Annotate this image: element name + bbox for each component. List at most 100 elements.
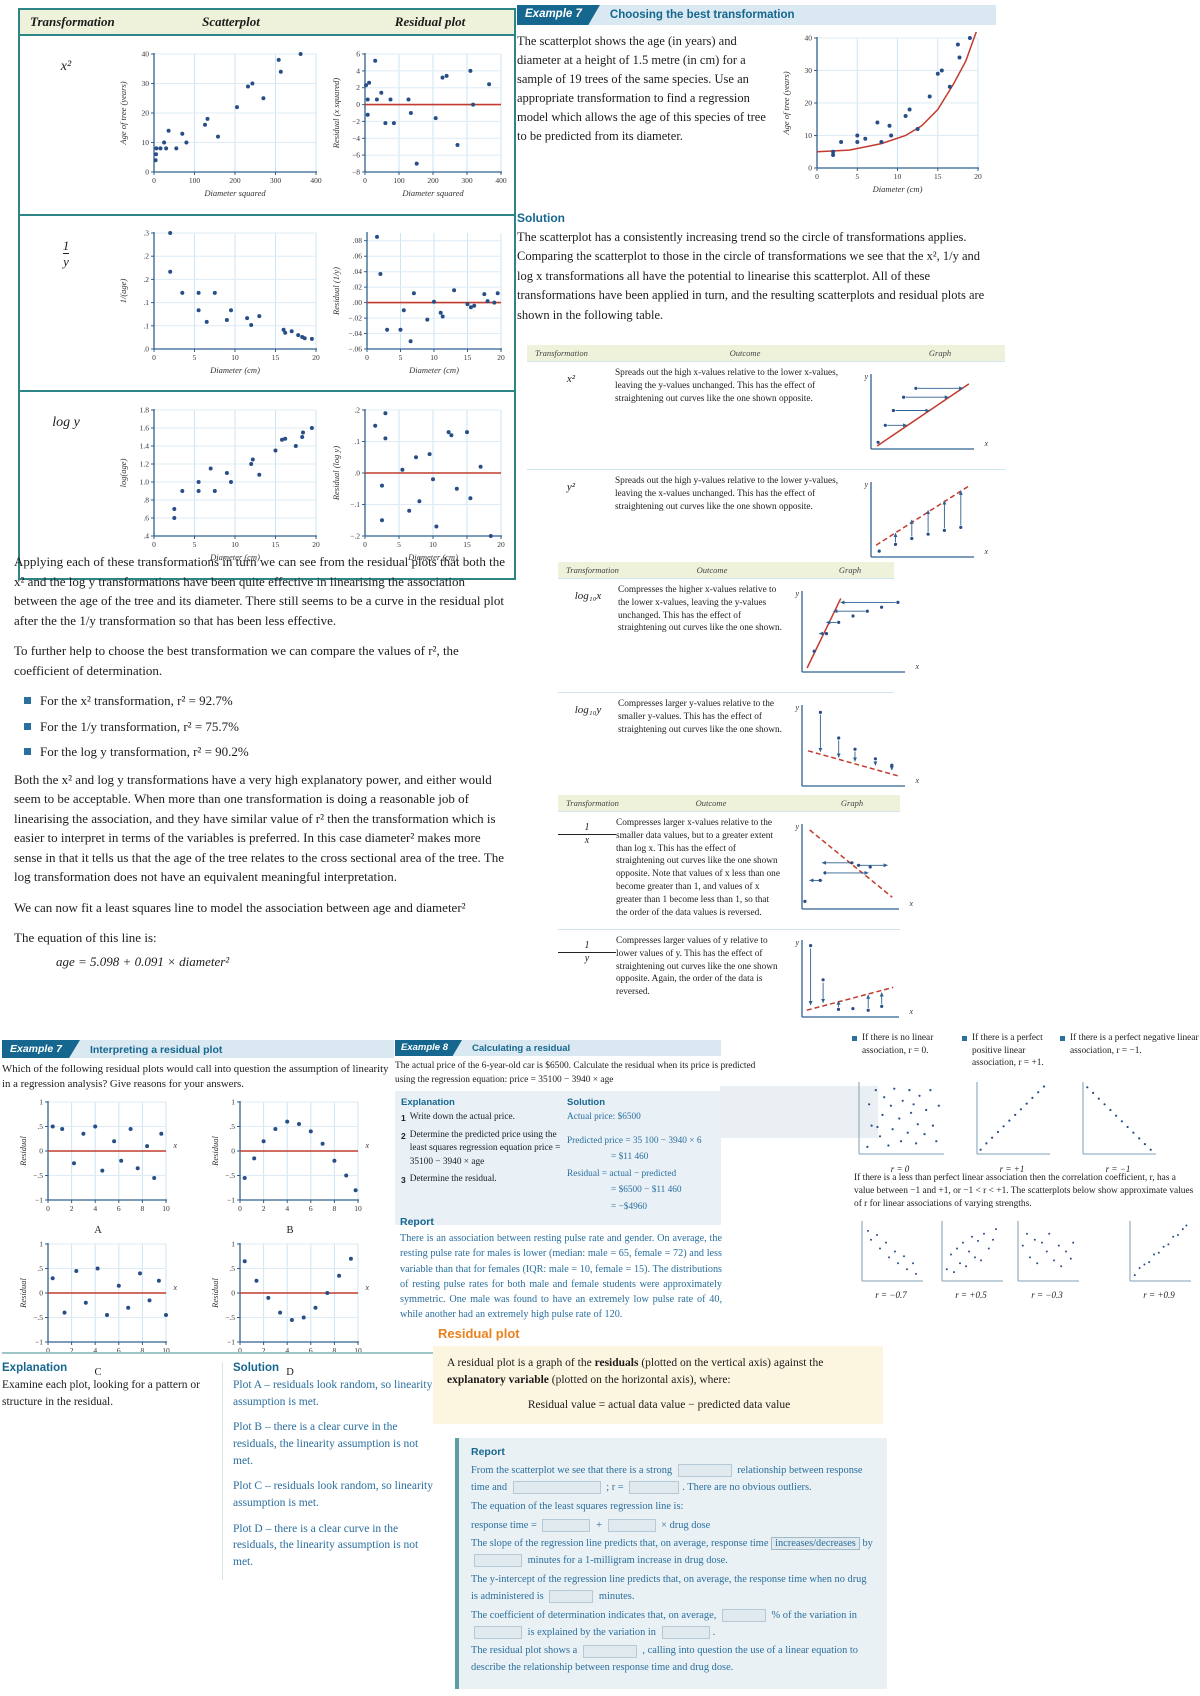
svg-text:15: 15 [464, 353, 472, 362]
blank-field[interactable] [721, 1608, 766, 1622]
residual-plot-heading: Residual plot [438, 1326, 520, 1341]
svg-text:log(age): log(age) [118, 458, 128, 487]
svg-text:2: 2 [262, 1204, 266, 1213]
svg-text:0: 0 [231, 1289, 235, 1298]
blank-field[interactable] [512, 1480, 601, 1494]
svg-text:20: 20 [805, 99, 813, 108]
r-label: r = −0.3 [1031, 1290, 1063, 1300]
svg-text:6: 6 [356, 49, 360, 58]
svg-text:−1: −1 [35, 1338, 43, 1347]
svg-text:100: 100 [189, 176, 201, 185]
svg-text:0: 0 [238, 1346, 242, 1355]
svg-text:−.5: −.5 [33, 1171, 43, 1180]
svg-text:.1: .1 [143, 298, 149, 307]
svg-text:.02: .02 [353, 282, 363, 291]
outcome-label-x2: x² [566, 373, 576, 385]
svg-text:x: x [908, 1007, 913, 1016]
outcome-text-log-x: Compresses the higher x-values relative … [618, 585, 782, 634]
scatterplot-1-over-y: 0 5 10 15 20 .3 .2 .2 .1 .1 .0 Diameter (cm) 1/(age) [118, 227, 324, 380]
blank-field[interactable] [582, 1644, 637, 1658]
outcome-table-header: Transformation Outcome Graph [527, 345, 1005, 361]
svg-text:.2: .2 [143, 274, 149, 283]
example-title: Choosing the best transformation [609, 9, 795, 21]
residual-plot-D: 0 2 4 6 8 10 1 .5 0 −.5 −1 Residual x [194, 1238, 386, 1367]
blank-field[interactable] [474, 1554, 522, 1568]
svg-text:.00: .00 [353, 298, 363, 307]
residual-plot-B: 0 2 4 6 8 10 1 .5 0 −.5 −1 Residual x [194, 1096, 386, 1225]
outcome-table-2: Transformation Outcome Graph log₁₀x Comp… [558, 562, 919, 806]
svg-text:Residual (x squared): Residual (x squared) [331, 77, 341, 149]
svg-text:10: 10 [430, 353, 438, 362]
svg-text:6: 6 [309, 1346, 313, 1355]
r-label: r = +0.9 [1143, 1290, 1175, 1300]
svg-text:.5: .5 [229, 1264, 235, 1273]
blank-field[interactable] [474, 1625, 522, 1639]
blank-field[interactable] [629, 1480, 680, 1494]
choice-increases-decreases[interactable]: increases/decreases [771, 1537, 860, 1551]
svg-text:Residual (1/y): Residual (1/y) [331, 266, 341, 315]
blank-field[interactable] [661, 1625, 710, 1639]
paragraph: Both the x² and log y transformations ha… [14, 771, 504, 885]
example-header-bar: Example 7 Choosing the best transformati… [517, 5, 996, 25]
blank-field[interactable] [549, 1590, 594, 1604]
svg-text:−6: −6 [352, 150, 360, 159]
svg-text:.2: .2 [354, 405, 360, 414]
table-row: x² 0 100 200 300 400 0 10 20 30 40 Diameter square… [20, 36, 514, 216]
corr-cell-r-p05: r = +0.5 [938, 1220, 1004, 1300]
svg-text:−.06: −.06 [348, 344, 362, 353]
svg-text:y: y [863, 480, 868, 489]
svg-text:Diameter (cm): Diameter (cm) [872, 184, 923, 194]
scatterplot-r-plus0.5 [938, 1220, 1004, 1289]
outcome-table-header: Transformation Outcome Graph [558, 795, 900, 811]
report-fill-line: The equation of the least squares regres… [471, 1500, 684, 1512]
blank-field[interactable] [607, 1518, 656, 1532]
residual-plot-x2: 0 100 200 300 400 6 4 2 0 −2 −4 −6 −8 Diameter square… [331, 48, 509, 203]
solution-heading: Solution [233, 1362, 279, 1374]
svg-text:10: 10 [142, 138, 150, 147]
outcome-row-log-x: log₁₀x Compresses the higher x-values re… [558, 578, 919, 692]
outcome-text-y2: Spreads out the high y-values relative t… [615, 476, 839, 512]
svg-text:Diameter squared: Diameter squared [401, 188, 464, 198]
col-header-scatterplot: Scatterplot [202, 14, 260, 29]
svg-text:−.02: −.02 [348, 313, 362, 322]
svg-text:Diameter (cm): Diameter (cm) [209, 552, 260, 562]
paragraph: To further help to choose the best trans… [14, 643, 459, 678]
report-body: There is an association between resting … [400, 1233, 722, 1321]
paragraph: The equation of this line is: [14, 930, 157, 945]
correlation-paragraph: If there is a less than perfect linear a… [854, 1173, 1194, 1210]
list-item: If there is a perfect positive linear as… [962, 1032, 1046, 1070]
list-item: If there is a perfect negative linear as… [1060, 1032, 1200, 1070]
solution-line: Residual = actual − predicted [567, 1168, 677, 1179]
svg-text:x: x [914, 776, 919, 785]
pulse-report: Report There is an association between r… [400, 1216, 722, 1323]
list-item: For the x² transformation, r² = 92.7% [24, 691, 511, 711]
plot-cell-D: 0 2 4 6 8 10 1 .5 0 −.5 −1 Residual x D [194, 1238, 386, 1379]
svg-text:20: 20 [497, 540, 505, 549]
svg-text:5: 5 [193, 353, 197, 362]
solution-line: Plot C – residuals look random, so linea… [233, 1480, 433, 1510]
svg-text:0: 0 [39, 1289, 43, 1298]
outcome-label-log-x: log₁₀x [574, 590, 602, 602]
svg-text:.5: .5 [229, 1122, 235, 1131]
svg-text:5: 5 [855, 172, 859, 181]
svg-text:8: 8 [141, 1204, 145, 1213]
explanation-text: Examine each plot, looking for a pattern… [2, 1379, 200, 1408]
svg-text:Age of tree (years): Age of tree (years) [118, 81, 128, 145]
svg-text:−1: −1 [227, 1196, 235, 1205]
svg-text:10: 10 [894, 172, 902, 181]
svg-text:10: 10 [162, 1346, 170, 1355]
svg-text:4: 4 [285, 1204, 289, 1213]
solution-line: = $11 460 [611, 1152, 649, 1163]
explanation-heading: Explanation [401, 1097, 455, 1109]
blank-field[interactable] [542, 1518, 591, 1532]
svg-text:x: x [364, 1283, 369, 1292]
svg-text:1.0: 1.0 [140, 477, 150, 486]
example-tab: Example 8 [395, 1040, 462, 1056]
table-row: log y 0 5 10 15 20 1.8 1.6 1.4 1.2 1.0 .8 .6 .4 Diame… [20, 392, 514, 578]
blank-field[interactable] [677, 1464, 732, 1478]
explanation-column: Explanation Examine each plot, looking f… [2, 1362, 222, 1580]
transformation-label-x2: x² [60, 59, 72, 74]
svg-text:Diameter (cm): Diameter (cm) [209, 365, 260, 375]
